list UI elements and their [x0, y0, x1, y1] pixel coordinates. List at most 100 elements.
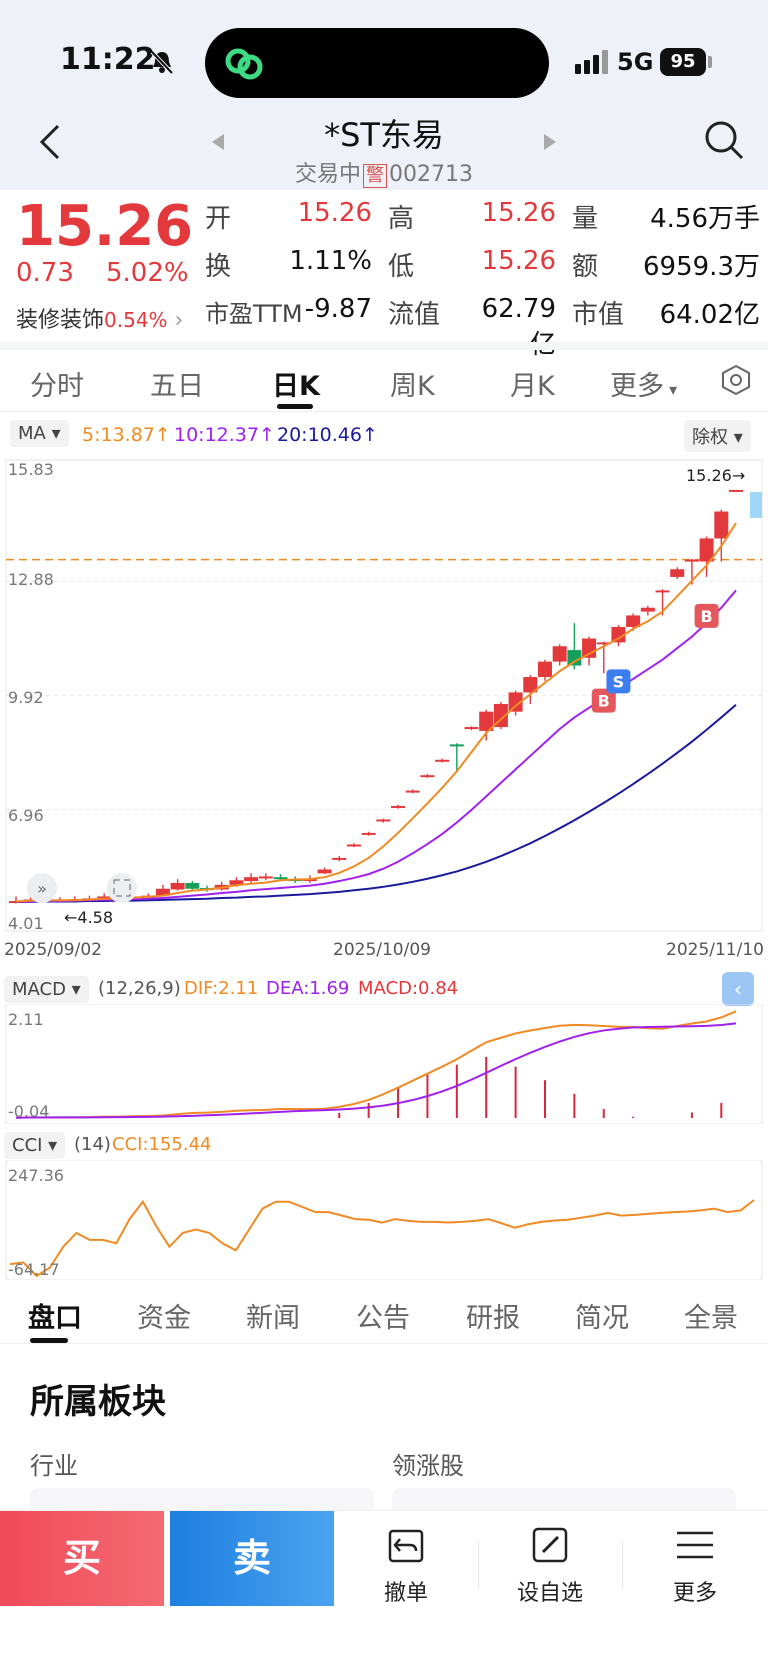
ma-row: MA ▾ 5:13.87↑ 10:12.37↑ 20:10.46↑ 除权 ▾: [0, 418, 768, 454]
buy-button[interactable]: 买: [0, 1511, 164, 1606]
tab-underline: [277, 404, 313, 409]
x-tick-0: 2025/09/02: [4, 940, 102, 960]
macd-selector[interactable]: MACD ▾: [4, 976, 89, 1003]
cci-header: CCI ▾ (14) CCI:155.44: [0, 1130, 768, 1162]
macd-dif: DIF:2.11: [184, 978, 259, 999]
float-cap-label: 流值: [388, 300, 441, 330]
prev-stock-icon[interactable]: [210, 132, 226, 152]
ma5-text: 5:13.87: [82, 424, 155, 446]
turnover-value: 1.11%: [289, 246, 372, 276]
caret-down-icon: ▾: [664, 380, 678, 399]
cci-value: CCI:155.44: [112, 1134, 212, 1155]
stock-header: *ST东易 交易中警 002713: [0, 110, 768, 190]
tab-monthly-k[interactable]: 月K: [510, 371, 555, 402]
industry-card[interactable]: [30, 1488, 374, 1514]
y-tick-2: 9.92: [8, 688, 44, 707]
separator: [622, 1541, 623, 1589]
cci-y-top: 247.36: [8, 1166, 64, 1185]
signal-icon: [575, 50, 608, 74]
more-label: 更多: [672, 1581, 717, 1606]
macd-chart: [5, 1004, 763, 1124]
candle: [346, 844, 361, 847]
sector-link[interactable]: 装修装饰0.54% ›: [16, 302, 183, 334]
cci-line: [9, 1199, 755, 1278]
candle: [332, 857, 347, 860]
more-button[interactable]: 更多: [645, 1525, 745, 1607]
candle: [244, 877, 259, 882]
tab-news[interactable]: 新闻: [246, 1303, 300, 1334]
industry-label: 行业: [30, 1452, 78, 1480]
candle: [523, 677, 538, 693]
y-tick-4: 4.01: [8, 914, 44, 933]
candle: [611, 626, 626, 643]
macd-y-top: 2.11: [8, 1010, 44, 1029]
fullscreen-icon: [113, 879, 131, 897]
tab-daily-k[interactable]: 日K: [272, 371, 320, 402]
next-stock-icon[interactable]: [542, 132, 558, 152]
market-cap-value: 64.02亿: [659, 300, 760, 330]
collapse-panel-button[interactable]: ‹: [722, 972, 754, 1006]
leader-card[interactable]: [392, 1488, 736, 1514]
last-price-label: 15.26→: [686, 466, 746, 485]
candle: [449, 744, 464, 747]
info-tabs: 盘口 资金 新闻 公告 研报 简况 全景: [0, 1282, 768, 1344]
edit-square-icon: [532, 1527, 568, 1563]
settings-hex-icon[interactable]: [720, 364, 752, 396]
x-tick-2: 2025/11/10: [666, 940, 764, 960]
sell-button[interactable]: 卖: [170, 1511, 334, 1606]
candle: [684, 559, 699, 562]
info-tab-underline: [30, 1338, 68, 1343]
leader-label: 领涨股: [392, 1452, 464, 1480]
add-watchlist-button[interactable]: 设自选: [500, 1525, 600, 1607]
cci-selector[interactable]: CCI ▾: [4, 1132, 66, 1159]
tab-announcements[interactable]: 公告: [356, 1303, 410, 1334]
section-title: 所属板块: [30, 1382, 166, 1422]
warning-badge: 警: [363, 164, 388, 188]
macd-value: MACD:0.84: [358, 978, 459, 999]
tab-five-day[interactable]: 五日: [150, 371, 204, 402]
candle: [655, 590, 670, 593]
tab-order-book[interactable]: 盘口: [28, 1303, 82, 1334]
adjust-selector[interactable]: 除权 ▾: [684, 420, 751, 452]
search-icon[interactable]: [702, 118, 746, 162]
cancel-order-button[interactable]: 撤单: [356, 1525, 456, 1607]
status-bar: 11:22 5G 95: [0, 0, 768, 120]
candlestick-chart[interactable]: BSB»: [0, 458, 768, 938]
tab-more-label: 更多: [610, 371, 664, 402]
ma-selector[interactable]: MA ▾: [10, 420, 69, 447]
macd-header: MACD ▾ (12,26,9) DIF:2.11 DEA:1.69 MACD:…: [0, 972, 768, 1006]
tab-research[interactable]: 研报: [466, 1303, 520, 1334]
candle: [537, 661, 552, 678]
open-label: 开: [205, 204, 232, 234]
open-value: 15.26: [297, 198, 372, 228]
tab-more[interactable]: 更多 ▾: [610, 364, 677, 403]
candle: [464, 727, 479, 730]
candle: [405, 790, 420, 793]
pe-label: 市盈TTM: [205, 300, 303, 328]
tab-profile[interactable]: 简况: [575, 1303, 629, 1334]
candle: [435, 759, 450, 762]
add-watchlist-label: 设自选: [516, 1581, 583, 1606]
back-icon[interactable]: [34, 122, 64, 162]
low-price-label-text: 4.58: [77, 908, 114, 927]
trade-marker-label: B: [701, 607, 713, 626]
high-label: 高: [388, 204, 415, 234]
ma5-line: [15, 522, 737, 903]
fullscreen-button: [107, 873, 137, 903]
candle: [596, 642, 611, 645]
volume-value: 4.56万手: [650, 204, 760, 234]
cci-selector-label: CCI: [12, 1135, 43, 1156]
tab-intraday[interactable]: 分时: [30, 371, 84, 402]
tab-funds[interactable]: 资金: [137, 1303, 191, 1334]
link-app-icon: [225, 48, 263, 80]
amount-label: 额: [572, 252, 599, 282]
candle: [508, 692, 523, 712]
trade-marker-label: S: [613, 672, 625, 691]
ma10-text: 10:12.37: [174, 424, 259, 446]
candle: [479, 711, 494, 731]
x-tick-1: 2025/10/09: [333, 940, 431, 960]
price-change: 0.73: [16, 258, 74, 288]
tab-overview[interactable]: 全景: [684, 1303, 738, 1334]
tab-weekly-k[interactable]: 周K: [390, 371, 435, 402]
candle: [258, 876, 273, 879]
